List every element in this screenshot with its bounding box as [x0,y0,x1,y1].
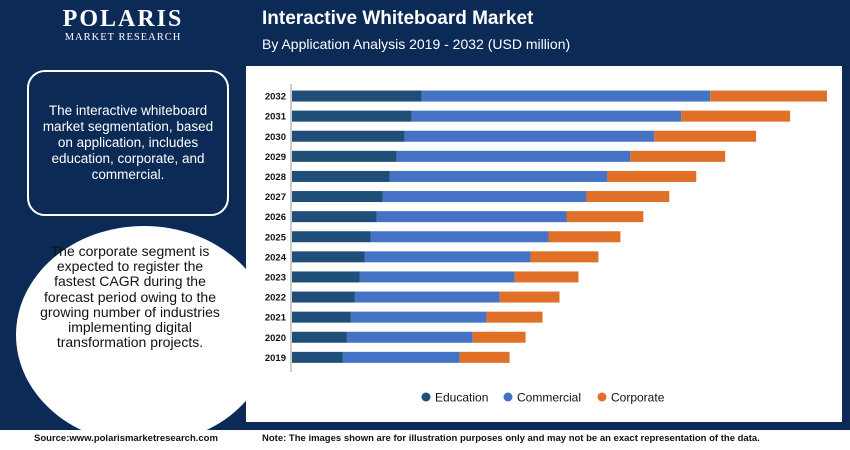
bar-education [292,90,422,102]
y-tick-label: 2020 [265,333,286,344]
bar-education [292,130,405,142]
y-tick-label: 2024 [265,252,287,263]
bar-commercial [382,191,587,203]
bar-commercial [350,311,487,323]
bar-commercial [359,271,515,283]
bar-commercial [389,170,608,182]
bar-commercial [421,90,711,102]
bar-corporate [499,291,560,303]
y-tick-label: 2027 [265,192,286,203]
segmentation-info-box: The interactive whiteboard market segmen… [27,70,229,216]
bar-education [292,150,397,162]
bar-corporate [710,90,828,102]
bar-education [292,170,390,182]
disclaimer-note: Note: The images shown are for illustrat… [262,433,760,444]
chart-title: Interactive Whiteboard Market [262,8,534,29]
bar-education [292,291,355,303]
y-tick-label: 2032 [265,92,286,103]
bar-education [292,311,351,323]
y-tick-label: 2022 [265,293,286,304]
bar-corporate [586,191,670,203]
legend-marker-corporate [597,392,607,402]
bar-commercial [342,351,460,363]
bar-corporate [514,271,579,283]
bar-commercial [376,211,567,223]
y-tick-label: 2031 [265,112,287,123]
bar-education [292,351,343,363]
legend-label-commercial: Commercial [517,391,581,405]
legend-label-corporate: Corporate [611,391,665,405]
y-tick-label: 2023 [265,272,286,283]
chart-area: 2032 2031 2030 2029 2028 2027 2026 2025 2024 2023… [246,66,842,422]
bar-education [292,191,383,203]
bar-commercial [411,110,682,122]
bar-corporate [486,311,543,323]
y-tick-label: 2026 [265,212,286,223]
bar-commercial [364,251,531,263]
y-tick-label: 2025 [265,232,287,243]
legend-marker-education [421,392,431,402]
bar-commercial [370,231,549,243]
logo-tagline: MARKET RESEARCH [64,32,182,43]
highlight-circle [16,226,272,444]
bar-education [292,211,377,223]
bar-education [292,231,371,243]
footer: Source:www.polarismarketresearch.com Not… [0,430,850,450]
bar-corporate [607,170,697,182]
y-tick-label: 2029 [265,152,286,163]
y-tick-label: 2030 [265,132,286,143]
y-tick-label: 2021 [265,313,287,324]
bar-education [292,331,347,343]
y-tick-label: 2028 [265,172,286,183]
bar-corporate [472,331,526,343]
bar-commercial [354,291,500,303]
legend-label-education: Education [435,391,488,405]
bar-education [292,251,365,263]
polaris-logo: POLARIS MARKET RESEARCH [0,6,246,44]
bar-corporate [654,130,757,142]
bar-education [292,110,412,122]
segmentation-info-text: The interactive whiteboard market segmen… [42,103,214,182]
bar-corporate [548,231,621,243]
bar-corporate [459,351,510,363]
legend-marker-commercial [503,392,513,402]
bar-education [292,271,360,283]
bar-corporate [681,110,791,122]
bar-corporate [530,251,599,263]
source-text: Source:www.polarismarketresearch.com [34,433,218,444]
bar-corporate [630,150,726,162]
bar-commercial [396,150,631,162]
stacked-bar-chart: 2032 2031 2030 2029 2028 2027 2026 2025 2024 2023… [265,84,828,405]
logo-name: POLARIS [62,6,184,32]
chart-subtitle: By Application Analysis 2019 - 2032 (USD… [262,36,571,52]
highlight-text: The corporate segment is expected to reg… [40,243,220,351]
bar-corporate [566,211,644,223]
bar-commercial [404,130,655,142]
bar-commercial [346,331,473,343]
y-tick-label: 2019 [265,353,286,364]
